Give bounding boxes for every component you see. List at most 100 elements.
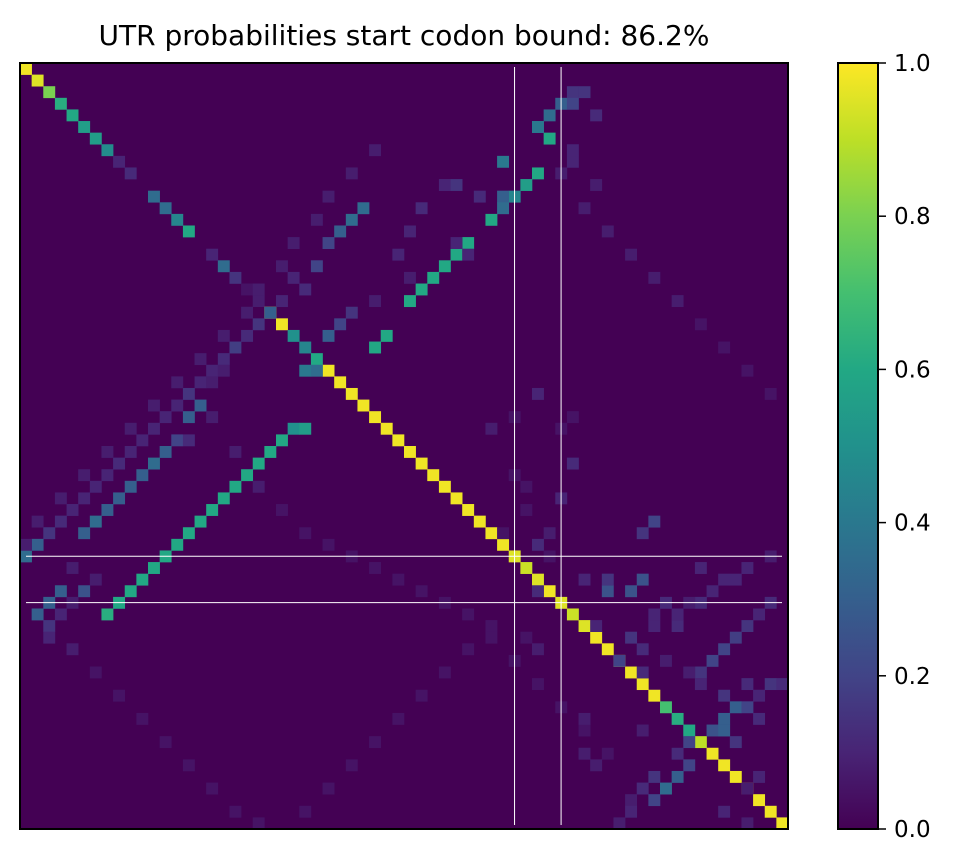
heatmap-cell (415, 457, 428, 470)
heatmap-cell (532, 121, 544, 133)
plot-frame (19, 62, 789, 830)
heatmap-cell (276, 260, 288, 273)
heatmap-cell (729, 736, 742, 749)
heatmap-cells (20, 63, 789, 830)
heatmap-cell (229, 805, 242, 818)
heatmap-cell (613, 817, 626, 830)
heatmap-cell (671, 620, 684, 632)
heatmap-cell (124, 585, 137, 598)
heatmap-cell (462, 504, 475, 516)
heatmap-cell (590, 179, 603, 191)
heatmap-cell (78, 469, 91, 482)
heatmap-cell (287, 271, 300, 284)
colorbar-fill (838, 63, 878, 829)
colorbar-tick-label: 0.8 (894, 204, 931, 230)
heatmap-cell (217, 260, 230, 273)
heatmap-cell (369, 341, 382, 354)
heatmap-cell (601, 225, 614, 238)
heatmap-cell (683, 724, 696, 737)
heatmap-cell (171, 376, 184, 389)
heatmap-cell (566, 155, 579, 168)
heatmap-cell (345, 306, 358, 319)
heatmap-cell (252, 480, 265, 493)
heatmap-cell (776, 678, 789, 691)
heatmap-cell (520, 480, 533, 493)
heatmap-cell (299, 805, 312, 818)
heatmap-cell (310, 353, 323, 366)
heatmap-cell (345, 213, 358, 226)
heatmap-cell (194, 376, 207, 389)
heatmap-cell (415, 283, 428, 296)
heatmap-cell (264, 306, 277, 319)
heatmap-cell (299, 364, 312, 377)
colorbar-tick-label: 0.4 (894, 511, 931, 537)
heatmap-cell (124, 446, 137, 458)
heatmap-cell (252, 318, 265, 331)
heatmap-cell (89, 573, 102, 586)
heatmap-cell (753, 770, 766, 783)
heatmap-cell (310, 260, 323, 273)
heatmap-cell (66, 562, 79, 574)
heatmap-cell (636, 666, 649, 679)
heatmap-cell (43, 631, 56, 644)
heatmap-cell (113, 492, 126, 505)
heatmap-cell (334, 376, 347, 389)
heatmap-cell (101, 608, 114, 621)
heatmap-cell (148, 190, 160, 203)
heatmap-cell (299, 341, 312, 354)
heatmap-cell (276, 434, 288, 447)
heatmap-cell (636, 724, 649, 737)
heatmap-cell (357, 399, 370, 412)
heatmap-cell (671, 608, 684, 621)
heatmap-cell (182, 387, 195, 400)
heatmap-cell (625, 805, 638, 818)
heatmap-cell (299, 527, 312, 540)
heatmap-cell (694, 318, 707, 331)
heatmap-cell (497, 527, 510, 540)
heatmap-cell (648, 770, 661, 783)
heatmap-cell (741, 620, 754, 632)
heatmap-cell (532, 387, 544, 400)
heatmap-cell (43, 620, 56, 632)
heatmap-cell (287, 422, 300, 435)
heatmap-cell (590, 631, 603, 644)
heatmap-cell (322, 190, 335, 203)
heatmap-cell (78, 121, 91, 133)
heatmap-cell (566, 97, 579, 110)
heatmap-cell (136, 573, 149, 586)
heatmap-cell (171, 399, 184, 412)
colorbar-tick-label: 0.6 (894, 357, 931, 383)
heatmap-cell (694, 666, 707, 679)
heatmap-cell (66, 504, 79, 516)
heatmap-cell (438, 480, 451, 493)
heatmap-cell (54, 492, 67, 505)
heatmap-cell (648, 271, 661, 284)
heatmap-cell (276, 504, 288, 516)
heatmap-cell (625, 666, 638, 679)
heatmap-cell (101, 469, 114, 482)
heatmap-cell (101, 504, 114, 516)
heatmap-cell (78, 585, 91, 598)
heatmap-cell (124, 422, 137, 435)
heatmap-cell (764, 805, 777, 818)
heatmap-cell (404, 295, 416, 308)
heatmap-cell (601, 643, 614, 656)
heatmap-cell (718, 724, 731, 737)
heatmap-cell (741, 782, 754, 795)
heatmap-cell (578, 724, 591, 737)
heatmap-cell (566, 608, 579, 621)
heatmap-cell (636, 678, 649, 691)
heatmap-cell (299, 283, 312, 296)
heatmap-cell (229, 480, 242, 493)
colorbar-tick-label: 0.0 (894, 817, 931, 843)
heatmap-cell (101, 446, 114, 458)
heatmap-cell (729, 573, 742, 586)
heatmap-cell (683, 666, 696, 679)
heatmap-cell (148, 422, 160, 435)
heatmap-cell (566, 411, 579, 424)
heatmap-cell (113, 689, 126, 702)
heatmap-cell (450, 237, 463, 249)
heatmap-cell (252, 283, 265, 296)
heatmap-cell (322, 364, 335, 377)
